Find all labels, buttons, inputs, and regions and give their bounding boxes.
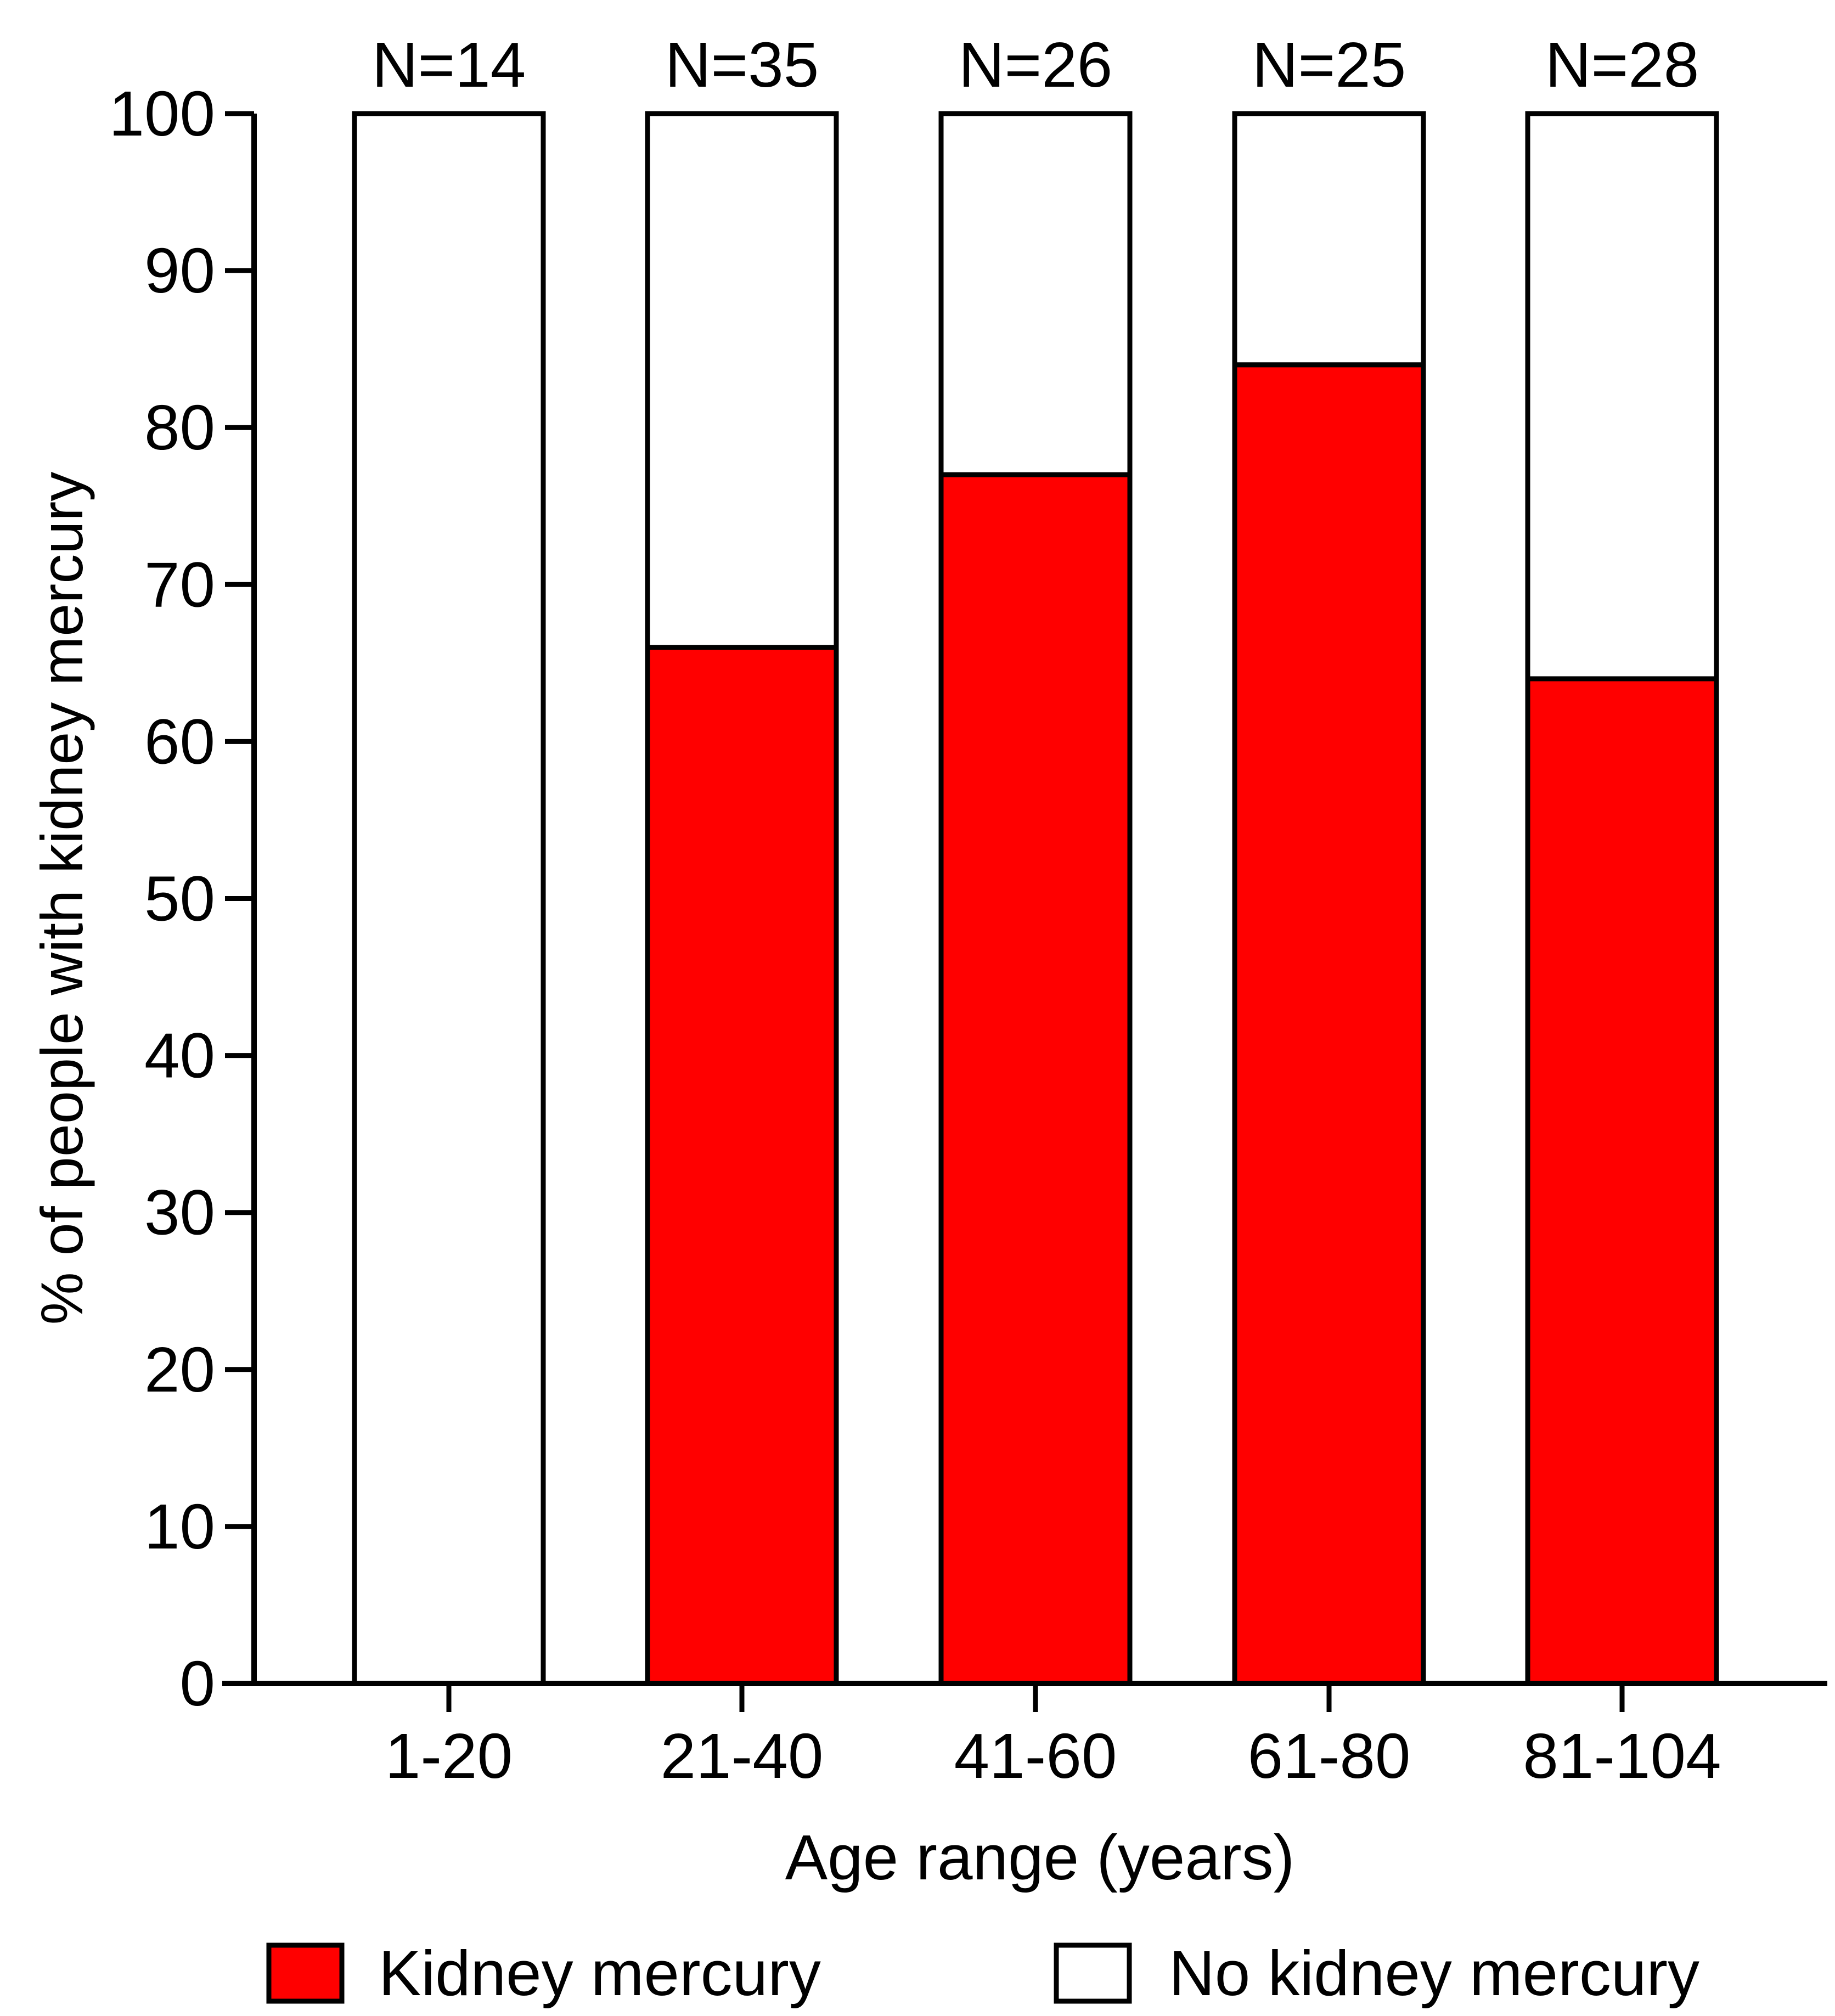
n-label: N=35	[665, 29, 819, 100]
y-tick-label: 50	[144, 863, 215, 934]
bar-kidney-mercury-41-60	[938, 472, 1133, 1686]
bar-kidney-mercury-81-104	[1525, 676, 1719, 1686]
x-ticks-group: 1-20 21-40 41-60 61-80 81-104	[385, 1683, 1721, 1792]
x-tick-label: 81-104	[1523, 1720, 1721, 1792]
y-ticks-group: 0 10 20 30 40 50 60 70 80 90 100	[109, 78, 254, 1719]
legend-label-no-kidney-mercury: No kidney mercury	[1169, 1938, 1699, 2009]
y-tick-label: 40	[144, 1020, 215, 1091]
legend: Kidney mercury No kidney mercury	[266, 1938, 1699, 2009]
y-tick-label: 30	[144, 1177, 215, 1248]
bar-no-kidney-mercury-41-60	[938, 111, 1133, 477]
y-tick-label: 100	[109, 78, 215, 149]
legend-swatch-no-kidney-mercury	[1054, 1942, 1132, 2004]
y-axis-label: % of people with kidney mercury	[29, 472, 95, 1325]
legend-swatch-kidney-mercury	[266, 1942, 345, 2004]
x-tick-label: 21-40	[661, 1720, 824, 1792]
n-label: N=14	[372, 29, 526, 100]
n-label: N=25	[1252, 29, 1406, 100]
n-label: N=26	[959, 29, 1113, 100]
bars-group	[352, 111, 1719, 1686]
bar-no-kidney-mercury-21-40	[645, 111, 839, 650]
y-tick-label: 80	[144, 392, 215, 463]
y-tick-label: 10	[144, 1491, 215, 1562]
bar-no-kidney-mercury-1-20	[352, 111, 546, 1686]
bar-no-kidney-mercury-61-80	[1232, 111, 1426, 368]
y-tick-label: 20	[144, 1334, 215, 1405]
x-tick-label: 1-20	[385, 1720, 513, 1792]
x-tick-label: 41-60	[954, 1720, 1117, 1792]
y-tick-label: 0	[179, 1648, 215, 1719]
bar-no-kidney-mercury-81-104	[1525, 111, 1719, 682]
bar-kidney-mercury-61-80	[1232, 362, 1426, 1686]
x-tick-label: 61-80	[1248, 1720, 1411, 1792]
legend-label-kidney-mercury: Kidney mercury	[379, 1938, 821, 2009]
y-tick-label: 90	[144, 235, 215, 306]
y-tick-label: 70	[144, 549, 215, 620]
n-labels-group: N=14 N=35 N=26 N=25 N=28	[372, 29, 1699, 100]
x-axis-label: Age range (years)	[785, 1822, 1294, 1893]
n-label: N=28	[1545, 29, 1699, 100]
bar-kidney-mercury-21-40	[645, 645, 839, 1686]
y-tick-label: 60	[144, 706, 215, 777]
